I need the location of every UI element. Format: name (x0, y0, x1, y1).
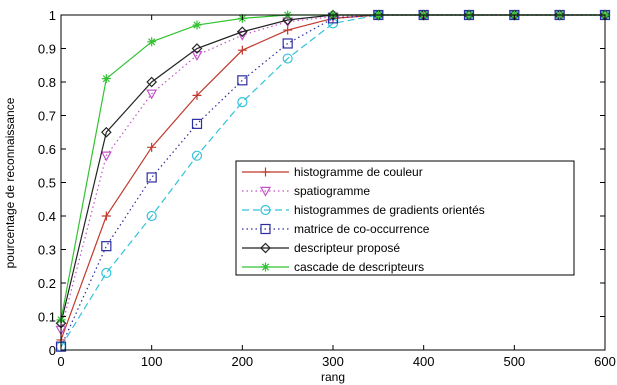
data-point (191, 43, 203, 54)
legend-label: histogrammes de gradients orientés (294, 203, 485, 217)
data-point (191, 51, 203, 61)
y-tick-label: 1 (49, 8, 56, 23)
data-point (146, 89, 158, 100)
data-point (237, 75, 248, 86)
legend-items: histogramme de couleur spatiogramme histog… (242, 165, 485, 274)
data-point (101, 74, 111, 84)
legend-marker (260, 204, 271, 216)
data-point (191, 150, 203, 161)
data-point (282, 53, 293, 64)
legend-item: spatiogramme (242, 184, 370, 198)
legend-item: descripteur proposé (242, 241, 400, 255)
data-point (146, 76, 158, 88)
y-tick-label: 0.5 (38, 176, 56, 191)
data-point (192, 20, 202, 30)
legend-box (235, 160, 575, 276)
data-point (236, 26, 248, 38)
x-tick-label: 200 (231, 354, 253, 369)
y-tick-label: 0.1 (38, 310, 56, 325)
legend-item: histogrammes de gradients orientés (242, 203, 485, 217)
data-point (192, 90, 202, 100)
legend-label: descripteur proposé (294, 241, 400, 255)
x-axis-label: rang (321, 370, 345, 384)
data-point (237, 45, 247, 55)
legend-marker (260, 223, 271, 235)
data-point (147, 37, 157, 47)
legend-label: matrice de co-occurrence (294, 222, 430, 236)
ticks-layer: 0 100 200 300 400 500 600 0 0.1 0.2 0.3 0.4 0.5 0.6 0.… (38, 8, 616, 369)
legend-marker (261, 167, 270, 177)
x-tick-label: 100 (141, 354, 163, 369)
data-point (100, 151, 112, 162)
y-tick-label: 0.7 (38, 109, 56, 124)
data-point (101, 241, 112, 252)
data-point (237, 96, 248, 108)
y-tick-label: 0.3 (38, 243, 56, 258)
data-point (191, 118, 203, 129)
y-tick-label: 0.9 (38, 42, 56, 57)
data-point (101, 211, 111, 221)
data-point (101, 267, 112, 279)
data-point (282, 14, 294, 26)
x-tick-label: 500 (503, 354, 525, 369)
legend-marker (261, 262, 270, 272)
data-point (146, 210, 157, 222)
data-point (147, 142, 157, 152)
legend-marker (259, 186, 272, 197)
y-tick-label: 0.6 (38, 142, 56, 157)
y-tick-label: 0.4 (38, 209, 56, 224)
legend-item: matrice de co-occurrence (242, 222, 430, 236)
legend: histogramme de couleur spatiogramme histog… (235, 160, 575, 276)
data-point (146, 172, 157, 183)
legend-item: histogramme de couleur (242, 165, 423, 179)
legend-label: spatiogramme (294, 184, 370, 198)
x-tick-label: 0 (57, 354, 64, 369)
y-tick-label: 0 (49, 343, 56, 358)
y-tick-label: 0.2 (38, 276, 56, 291)
legend-label: cascade de descripteurs (294, 260, 424, 274)
y-tick-label: 0.8 (38, 75, 56, 90)
legend-marker (260, 242, 271, 254)
x-tick-label: 600 (594, 354, 616, 369)
x-tick-label: 400 (413, 354, 435, 369)
data-point (282, 38, 293, 49)
y-axis-label: pourcentage de reconnaissance (3, 97, 17, 268)
data-point (100, 126, 112, 138)
x-tick-label: 300 (322, 354, 344, 369)
legend-item: cascade de descripteurs (242, 260, 424, 274)
legend-label: histogramme de couleur (294, 165, 423, 179)
